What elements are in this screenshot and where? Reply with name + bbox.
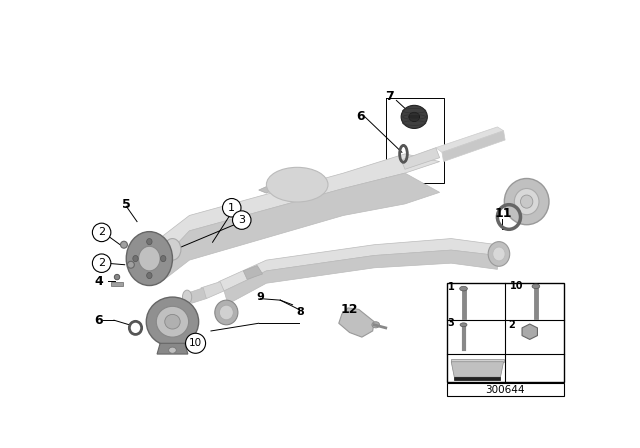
Ellipse shape (115, 274, 120, 280)
Ellipse shape (147, 272, 152, 279)
Circle shape (92, 223, 111, 241)
Text: 300644: 300644 (485, 385, 525, 395)
Text: 4: 4 (94, 275, 103, 288)
Ellipse shape (147, 297, 198, 346)
Text: 8: 8 (296, 307, 304, 318)
FancyBboxPatch shape (447, 383, 564, 396)
Ellipse shape (401, 105, 428, 129)
Ellipse shape (266, 168, 328, 202)
Ellipse shape (409, 112, 420, 121)
Ellipse shape (220, 305, 234, 320)
Text: 2: 2 (508, 320, 515, 330)
Polygon shape (243, 266, 262, 280)
Polygon shape (140, 154, 440, 268)
Polygon shape (224, 250, 497, 304)
Text: 7: 7 (385, 90, 394, 103)
Text: 3: 3 (448, 318, 454, 328)
Ellipse shape (161, 255, 166, 262)
Polygon shape (157, 343, 188, 354)
Text: 6: 6 (94, 314, 103, 327)
Polygon shape (259, 183, 282, 193)
Ellipse shape (156, 306, 189, 337)
Text: 10: 10 (510, 281, 524, 291)
Ellipse shape (168, 347, 176, 353)
Ellipse shape (515, 189, 539, 215)
Ellipse shape (126, 232, 172, 285)
Text: 2: 2 (98, 258, 105, 268)
Ellipse shape (133, 255, 138, 262)
Ellipse shape (372, 322, 380, 328)
Polygon shape (451, 359, 504, 362)
Polygon shape (451, 362, 504, 377)
Ellipse shape (532, 284, 540, 289)
Polygon shape (401, 148, 440, 169)
Ellipse shape (493, 247, 505, 261)
Circle shape (92, 254, 111, 272)
Text: 9: 9 (256, 292, 264, 302)
Polygon shape (189, 288, 206, 303)
Ellipse shape (520, 195, 533, 208)
Ellipse shape (120, 241, 127, 248)
FancyBboxPatch shape (447, 283, 564, 382)
Text: 3: 3 (238, 215, 245, 225)
Polygon shape (454, 377, 500, 380)
Polygon shape (339, 308, 374, 337)
Text: 6: 6 (356, 110, 365, 123)
Polygon shape (111, 282, 123, 286)
Polygon shape (436, 127, 504, 152)
Ellipse shape (127, 261, 134, 268)
Circle shape (186, 333, 205, 353)
Ellipse shape (164, 314, 180, 329)
Circle shape (223, 198, 241, 217)
Text: 5: 5 (122, 198, 131, 211)
Polygon shape (201, 282, 224, 299)
Ellipse shape (215, 300, 238, 325)
Text: 2: 2 (98, 228, 105, 237)
Polygon shape (219, 238, 497, 291)
Ellipse shape (460, 286, 467, 291)
Text: 1: 1 (228, 203, 236, 213)
Ellipse shape (147, 238, 152, 245)
Ellipse shape (488, 241, 509, 266)
Text: 11: 11 (495, 207, 512, 220)
Ellipse shape (182, 290, 192, 304)
Text: 10: 10 (189, 338, 202, 348)
Text: 1: 1 (448, 282, 454, 292)
Ellipse shape (504, 178, 549, 225)
Polygon shape (442, 131, 505, 162)
Ellipse shape (139, 246, 160, 271)
Ellipse shape (460, 323, 467, 327)
Polygon shape (155, 173, 440, 281)
Ellipse shape (141, 253, 156, 282)
Text: 12: 12 (341, 303, 358, 316)
Circle shape (232, 211, 251, 229)
Ellipse shape (164, 238, 181, 260)
Polygon shape (522, 324, 538, 340)
